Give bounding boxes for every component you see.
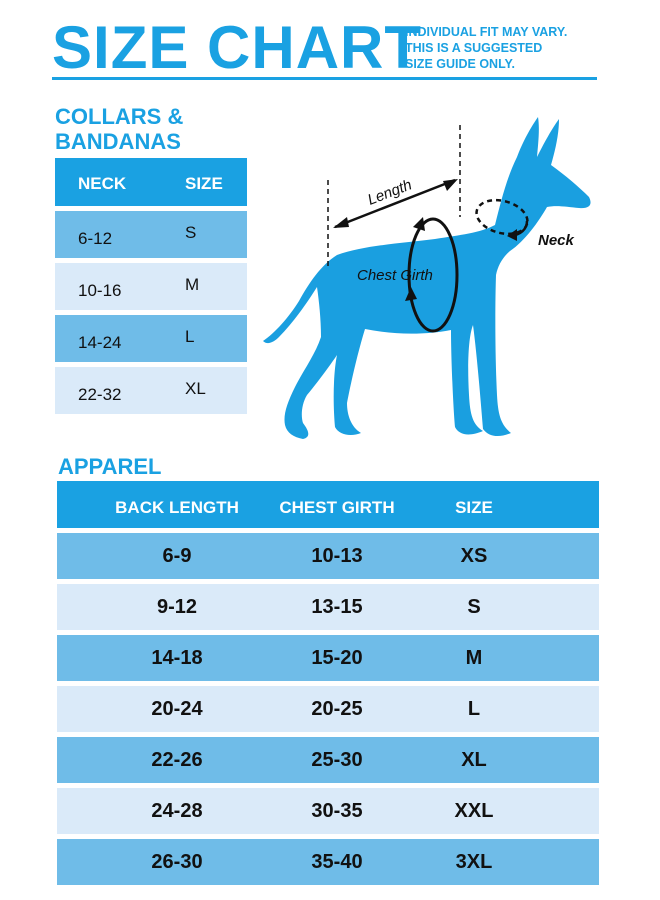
back-length-cell: 24-28 bbox=[151, 800, 203, 822]
size-cell: XL bbox=[185, 379, 206, 398]
neck-cell: 10-16 bbox=[78, 281, 122, 300]
size-cell: S bbox=[467, 596, 481, 618]
back-length-cell: 22-26 bbox=[151, 749, 203, 771]
size-cell: XXL bbox=[454, 800, 494, 822]
chest-girth-cell: 15-20 bbox=[311, 647, 363, 669]
size-cell: XL bbox=[461, 749, 487, 771]
size-cell: XS bbox=[460, 545, 488, 567]
table-row: 6-12 S bbox=[55, 211, 247, 258]
collars-table-header: NECK SIZE bbox=[55, 158, 247, 206]
neck-cell: 22-32 bbox=[78, 385, 122, 404]
back-length-column-header: BACK LENGTH bbox=[115, 498, 239, 517]
table-row: 9-12 13-15 S bbox=[57, 584, 599, 630]
arrowhead-icon bbox=[507, 229, 517, 241]
table-row: 14-18 15-20 M bbox=[57, 635, 599, 681]
back-length-cell: 26-30 bbox=[151, 851, 203, 873]
page-title: SIZE CHART bbox=[52, 14, 422, 81]
disclaimer-line: SIZE GUIDE ONLY. bbox=[405, 57, 515, 71]
apparel-table: BACK LENGTH CHEST GIRTH SIZE 6-9 10-13 X… bbox=[57, 481, 599, 885]
chest-girth-cell: 13-15 bbox=[311, 596, 363, 618]
chest-girth-cell: 10-13 bbox=[311, 545, 363, 567]
dog-silhouette bbox=[263, 117, 591, 439]
collars-heading: COLLARS & BANDANAS bbox=[55, 104, 184, 154]
chest-girth-cell: 30-35 bbox=[311, 800, 363, 822]
table-row: 22-26 25-30 XL bbox=[57, 737, 599, 783]
back-length-cell: 20-24 bbox=[151, 698, 203, 720]
arrowhead-icon bbox=[333, 217, 349, 228]
back-length-cell: 14-18 bbox=[151, 647, 203, 669]
table-row: 6-9 10-13 XS bbox=[57, 533, 599, 579]
table-row: 24-28 30-35 XXL bbox=[57, 788, 599, 834]
chest-girth-cell: 25-30 bbox=[311, 749, 363, 771]
size-cell: M bbox=[465, 647, 483, 669]
table-row: 14-24 L bbox=[55, 315, 247, 362]
neck-label: Neck bbox=[538, 232, 575, 249]
apparel-heading: APPAREL bbox=[58, 454, 162, 479]
size-cell: S bbox=[185, 223, 197, 242]
chest-girth-cell: 35-40 bbox=[311, 851, 363, 873]
length-label: Length bbox=[365, 176, 414, 208]
disclaimer-line: INDIVIDUAL FIT MAY VARY. bbox=[405, 25, 568, 39]
table-row: 20-24 20-25 L bbox=[57, 686, 599, 732]
size-cell: L bbox=[185, 327, 195, 346]
arrowhead-icon bbox=[443, 179, 458, 191]
size-column-header: SIZE bbox=[455, 498, 493, 517]
arrowhead-icon bbox=[413, 217, 425, 231]
chest-girth-label: Chest Girth bbox=[357, 267, 433, 284]
apparel-table-header: BACK LENGTH CHEST GIRTH SIZE bbox=[57, 481, 599, 528]
length-arrow bbox=[334, 178, 456, 229]
size-cell: L bbox=[467, 698, 481, 720]
chest-girth-loop bbox=[407, 217, 459, 333]
neck-cell: 6-12 bbox=[78, 229, 113, 248]
chest-girth-cell: 20-25 bbox=[311, 698, 363, 720]
chest-girth-column-header: CHEST GIRTH bbox=[279, 498, 395, 517]
title-underline bbox=[52, 77, 597, 80]
table-row: 10-16 M bbox=[55, 263, 247, 310]
neck-cell: 14-24 bbox=[78, 333, 122, 352]
neck-column-header: NECK bbox=[78, 174, 127, 193]
dog-measurement-diagram: Length Chest Girth Neck bbox=[263, 117, 591, 439]
size-cell: 3XL bbox=[455, 851, 493, 873]
table-row: 22-32 XL bbox=[55, 367, 247, 414]
disclaimer-line: THIS IS A SUGGESTED bbox=[405, 41, 543, 55]
back-length-cell: 6-9 bbox=[162, 545, 192, 567]
disclaimer: INDIVIDUAL FIT MAY VARY. THIS IS A SUGGE… bbox=[405, 24, 595, 72]
arrowhead-icon bbox=[405, 287, 417, 301]
size-cell: M bbox=[185, 275, 200, 294]
collars-table: NECK SIZE 6-12 S 10-16 M 14-24 L 22-32 X… bbox=[55, 158, 247, 414]
table-row: 26-30 35-40 3XL bbox=[57, 839, 599, 885]
size-column-header: SIZE bbox=[185, 174, 223, 193]
back-length-cell: 9-12 bbox=[156, 596, 198, 618]
